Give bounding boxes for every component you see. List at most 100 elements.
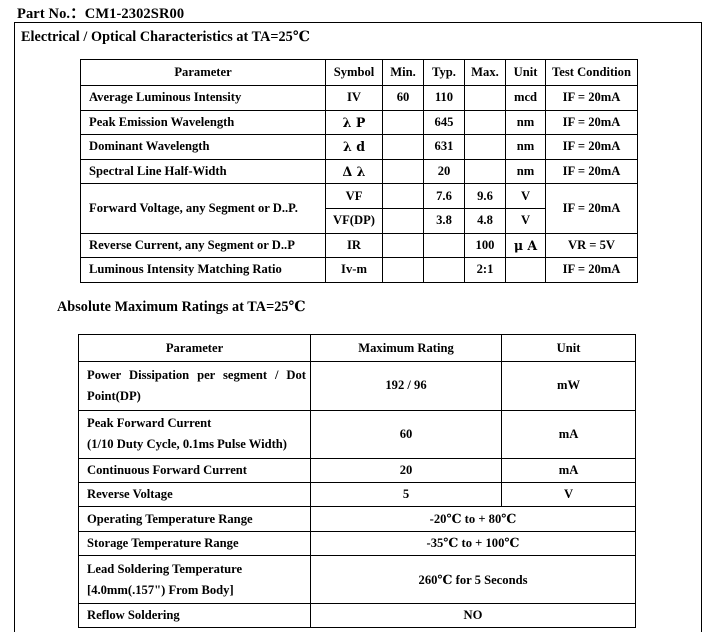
cell-parameter: Forward Voltage, any Segment or D..P. bbox=[80, 183, 326, 234]
cell-parameter: Power Dissipation per segment / Dot Poin… bbox=[78, 361, 311, 411]
table-row: Average Luminous Intensity IV 60 110 mcd… bbox=[80, 85, 638, 111]
cell-parameter: Average Luminous Intensity bbox=[80, 85, 326, 111]
table-row: Peak Forward Current (1/10 Duty Cycle, 0… bbox=[78, 409, 636, 459]
col-header-maximum-rating: Maximum Rating bbox=[310, 334, 502, 362]
cell-unit: mcd bbox=[505, 85, 546, 111]
cell-parameter: Peak Emission Wavelength bbox=[80, 109, 326, 136]
cell-unit: μ A bbox=[505, 232, 546, 259]
cell-unit: mA bbox=[501, 409, 636, 459]
cell-parameter: Operating Temperature Range bbox=[78, 506, 311, 532]
cell-parameter: Storage Temperature Range bbox=[78, 530, 311, 556]
table-row: Reverse Current, any Segment or D..P IR … bbox=[80, 232, 638, 259]
section-title-electrical: Electrical / Optical Characteristics at … bbox=[21, 29, 310, 45]
table-row: Dominant Wavelength λ d 631 nm IF = 20mA bbox=[80, 134, 638, 160]
cell-maximum-rating: 5 bbox=[310, 482, 502, 508]
cell-test-condition: IF = 20mA bbox=[545, 257, 638, 283]
cell-unit bbox=[505, 257, 546, 283]
cell-parameter: Lead Soldering Temperature [4.0mm(.157")… bbox=[78, 554, 311, 605]
cell-unit: nm bbox=[505, 109, 546, 136]
table-row: Lead Soldering Temperature [4.0mm(.157")… bbox=[78, 554, 636, 605]
cell-symbol: IV bbox=[325, 85, 383, 111]
cell-unit: mA bbox=[501, 457, 636, 484]
cell-test-condition: IF = 20mA bbox=[545, 158, 638, 185]
col-header-min: Min. bbox=[382, 59, 424, 86]
cell-unit: mW bbox=[501, 361, 636, 411]
col-header-parameter: Parameter bbox=[78, 334, 311, 362]
cell-parameter: Spectral Line Half-Width bbox=[80, 158, 326, 185]
cell-unit: V bbox=[505, 183, 546, 209]
cell-test-condition: IF = 20mA bbox=[545, 109, 638, 136]
table-row: Operating Temperature Range -20℃ to + 80… bbox=[78, 506, 636, 532]
cell-symbol: IR bbox=[325, 232, 383, 259]
table-row: Reverse Voltage 5 V bbox=[78, 482, 636, 508]
cell-max bbox=[464, 85, 506, 111]
cell-maximum-rating: -35℃ to + 100℃ bbox=[310, 530, 636, 556]
col-header-test-condition: Test Condition bbox=[545, 59, 638, 86]
cell-test-condition: VR = 5V bbox=[545, 232, 638, 259]
cell-unit: V bbox=[501, 482, 636, 508]
cell-parameter: Luminous Intensity Matching Ratio bbox=[80, 257, 326, 283]
table-row: Storage Temperature Range -35℃ to + 100℃ bbox=[78, 530, 636, 556]
cell-typ bbox=[423, 232, 465, 259]
cell-parameter-line1: Lead Soldering Temperature bbox=[87, 561, 243, 576]
cell-parameter-line2: [4.0mm(.157") From Body] bbox=[87, 582, 234, 597]
cell-max bbox=[464, 134, 506, 160]
cell-symbol: Iv-m bbox=[325, 257, 383, 283]
cell-parameter-line2: Point(DP) bbox=[87, 388, 141, 403]
cell-maximum-rating: -20℃ to + 80℃ bbox=[310, 506, 636, 532]
table-row: Forward Voltage, any Segment or D..P. VF… bbox=[80, 183, 638, 234]
cell-typ: 631 bbox=[423, 134, 465, 160]
cell-parameter-line1: Power Dissipation per segment / Dot bbox=[87, 367, 306, 382]
cell-typ: 20 bbox=[423, 158, 465, 185]
table-row: Spectral Line Half-Width Δ λ 20 nm IF = … bbox=[80, 158, 638, 185]
table-row: Power Dissipation per segment / Dot Poin… bbox=[78, 361, 636, 411]
cell-symbol: VF(DP) bbox=[325, 207, 383, 234]
col-header-max: Max. bbox=[464, 59, 506, 86]
table-row: Luminous Intensity Matching Ratio Iv-m 2… bbox=[80, 257, 638, 283]
cell-maximum-rating: 260℃ for 5 Seconds bbox=[310, 554, 636, 605]
cell-symbol: Δ λ bbox=[325, 158, 383, 185]
cell-typ: 110 bbox=[423, 85, 465, 111]
table-header-row: Parameter Symbol Min. Typ. Max. Unit Tes… bbox=[80, 59, 638, 86]
cell-maximum-rating: 60 bbox=[310, 409, 502, 459]
cell-min bbox=[382, 207, 424, 234]
cell-max bbox=[464, 109, 506, 136]
cell-min bbox=[382, 183, 424, 209]
cell-typ bbox=[423, 257, 465, 283]
electrical-optical-table: Parameter Symbol Min. Typ. Max. Unit Tes… bbox=[80, 59, 638, 283]
cell-symbol: λ P bbox=[325, 109, 383, 136]
cell-symbol: VF bbox=[325, 183, 383, 209]
cell-typ: 3.8 bbox=[423, 207, 465, 234]
cell-test-condition: IF = 20mA bbox=[545, 85, 638, 111]
part-number-line: Part No.：CM1-2302SR00 bbox=[17, 6, 185, 22]
col-header-parameter: Parameter bbox=[80, 59, 326, 86]
cell-maximum-rating: NO bbox=[310, 603, 636, 629]
cell-test-condition: IF = 20mA bbox=[545, 134, 638, 160]
cell-symbol: λ d bbox=[325, 134, 383, 160]
table-header-row: Parameter Maximum Rating Unit bbox=[78, 334, 636, 362]
cell-min bbox=[382, 257, 424, 283]
section-title-absmax: Absolute Maximum Ratings at TA=25℃ bbox=[57, 299, 306, 315]
page-border-frame: Electrical / Optical Characteristics at … bbox=[14, 22, 702, 632]
cell-min bbox=[382, 232, 424, 259]
cell-min bbox=[382, 109, 424, 136]
cell-parameter-line2: (1/10 Duty Cycle, 0.1ms Pulse Width) bbox=[87, 437, 287, 452]
cell-typ: 645 bbox=[423, 109, 465, 136]
cell-max: 4.8 bbox=[464, 207, 506, 234]
cell-maximum-rating: 20 bbox=[310, 457, 502, 484]
cell-test-condition: IF = 20mA bbox=[545, 183, 638, 234]
cell-parameter: Reflow Soldering bbox=[78, 603, 311, 629]
cell-parameter-line1: Peak Forward Current bbox=[87, 416, 212, 431]
col-header-unit: Unit bbox=[501, 334, 636, 362]
cell-max: 9.6 bbox=[464, 183, 506, 209]
col-header-symbol: Symbol bbox=[325, 59, 383, 86]
table-row: Peak Emission Wavelength λ P 645 nm IF =… bbox=[80, 109, 638, 136]
cell-max: 100 bbox=[464, 232, 506, 259]
cell-parameter: Continuous Forward Current bbox=[78, 457, 311, 484]
cell-max bbox=[464, 158, 506, 185]
cell-unit: nm bbox=[505, 158, 546, 185]
cell-max: 2:1 bbox=[464, 257, 506, 283]
absolute-maximum-ratings-table: Parameter Maximum Rating Unit Power Diss… bbox=[78, 334, 636, 629]
cell-unit: V bbox=[505, 207, 546, 234]
